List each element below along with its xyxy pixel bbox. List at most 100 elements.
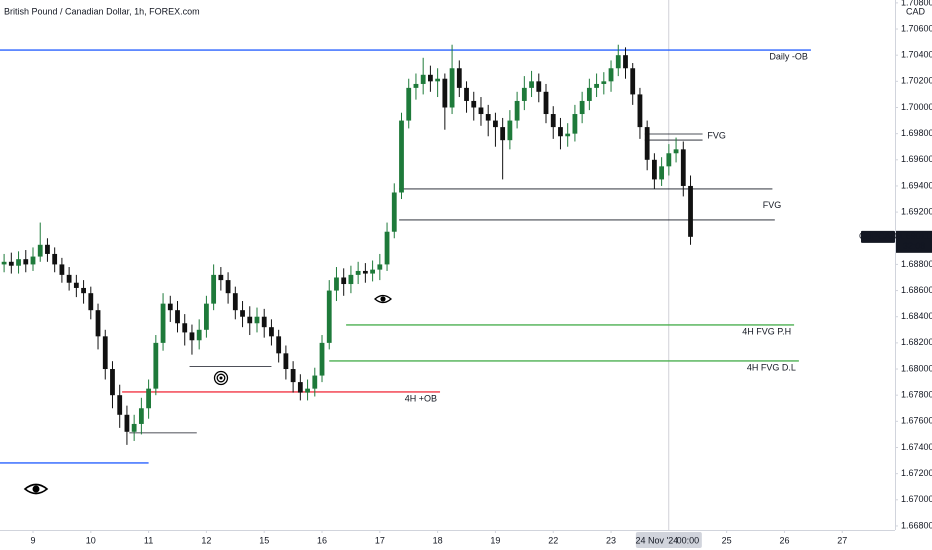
candle-body [138, 408, 144, 424]
candle-body [615, 55, 621, 69]
candle-body [623, 55, 628, 69]
candle-body [110, 369, 115, 396]
candle-body [370, 269, 375, 274]
candle-body [269, 327, 274, 337]
candle-body [500, 127, 506, 141]
x-tick-label: 26 [779, 535, 789, 545]
x-tick-label: 19 [490, 535, 500, 545]
candle-body [334, 277, 339, 291]
candle-body [355, 270, 361, 275]
level-label: 4H FVG D.L [747, 362, 796, 372]
candle-body [579, 100, 585, 115]
candle-body [1, 261, 7, 265]
annotation: FVG [763, 200, 782, 210]
x-tick-label: 22 [548, 535, 558, 545]
candle-body [326, 290, 332, 343]
y-tick-label: 1.66800 [901, 520, 932, 530]
y-tick-label: 1.69800 [901, 128, 932, 138]
candle-body [399, 120, 404, 193]
candle-body [312, 375, 318, 389]
candle-body [391, 192, 397, 232]
x-tick-label: 12 [201, 535, 211, 545]
candle-body [225, 280, 231, 294]
annotation: FVG [707, 131, 726, 141]
candle-body [146, 388, 152, 409]
candle-body [59, 264, 65, 275]
candle-body [218, 274, 224, 281]
candle-body [189, 332, 195, 341]
candle-body [283, 353, 289, 370]
x-tick-label: 25 [722, 535, 732, 545]
candle-body [30, 256, 36, 265]
candle-body [240, 310, 245, 317]
candle-body [608, 68, 614, 82]
candle-body [362, 270, 368, 274]
candle-body [81, 287, 86, 294]
chart-title: British Pound / Canadian Dollar, 1h, FOR… [4, 6, 200, 16]
candle-body [175, 310, 180, 324]
x-tick-label: 10 [86, 535, 96, 545]
candle-body [442, 78, 448, 108]
candle-body [651, 159, 657, 180]
candle-body [384, 231, 390, 265]
candle-body [66, 274, 72, 283]
candle-body [23, 259, 29, 265]
candle-body [377, 264, 383, 270]
level-label: Daily -OB [769, 51, 808, 61]
x-tick-label: 27 [837, 535, 847, 545]
eye-icon [23, 483, 49, 495]
candle-body [196, 329, 202, 341]
y-tick-label: 1.69600 [901, 154, 932, 164]
candle-body [117, 395, 123, 415]
x-tick-label: 17 [375, 535, 385, 545]
candle-body [153, 342, 159, 389]
x-tick-label: 18 [433, 535, 443, 545]
candle-body [558, 127, 563, 137]
candle-body [630, 68, 636, 95]
candle-body [182, 323, 188, 333]
candle-body [88, 293, 94, 311]
candle-body [297, 382, 303, 393]
level-label: 4H +OB [405, 393, 437, 403]
candle-body [601, 81, 607, 84]
price-tag: 1.69011 [898, 231, 930, 241]
candle-body [536, 81, 542, 92]
candle-body [131, 423, 137, 432]
candle-body [95, 310, 101, 337]
x-tick-label: 16 [317, 535, 327, 545]
y-tick-label: 1.67400 [901, 442, 932, 452]
candle-body [435, 78, 441, 82]
x-tick-label: 11 [144, 535, 153, 545]
candle-body [73, 282, 79, 288]
candle-body [124, 414, 130, 432]
y-tick-label: 1.70400 [901, 50, 932, 60]
level-label: 4H FVG P.H [742, 326, 791, 336]
candle-body [8, 261, 14, 266]
candle-body [37, 244, 43, 257]
candle-body [565, 133, 571, 137]
candle-body [659, 166, 665, 180]
candle-body [16, 259, 21, 266]
candle-body [211, 274, 217, 304]
y-tick-label: 1.68400 [901, 311, 932, 321]
candle-body [586, 87, 592, 101]
x-tick-label: 23 [606, 535, 616, 545]
candle-body [550, 114, 556, 128]
y-tick-label: 1.67000 [901, 494, 932, 504]
y-tick-label: 1.68000 [901, 363, 932, 373]
crosshair-date: 24 Nov '24 [635, 535, 678, 545]
candle-body [290, 369, 296, 383]
candle-body [420, 74, 426, 84]
candle-body [514, 100, 520, 121]
y-tick-label: 1.69200 [901, 206, 932, 216]
currency-label: CAD [906, 6, 926, 16]
candle-body [521, 87, 527, 101]
candle-body [276, 336, 282, 354]
candle-body [529, 81, 534, 88]
candle-body [637, 94, 643, 128]
candle-body [464, 87, 469, 101]
candle-body [406, 87, 412, 121]
y-tick-label: 1.70200 [901, 76, 932, 86]
